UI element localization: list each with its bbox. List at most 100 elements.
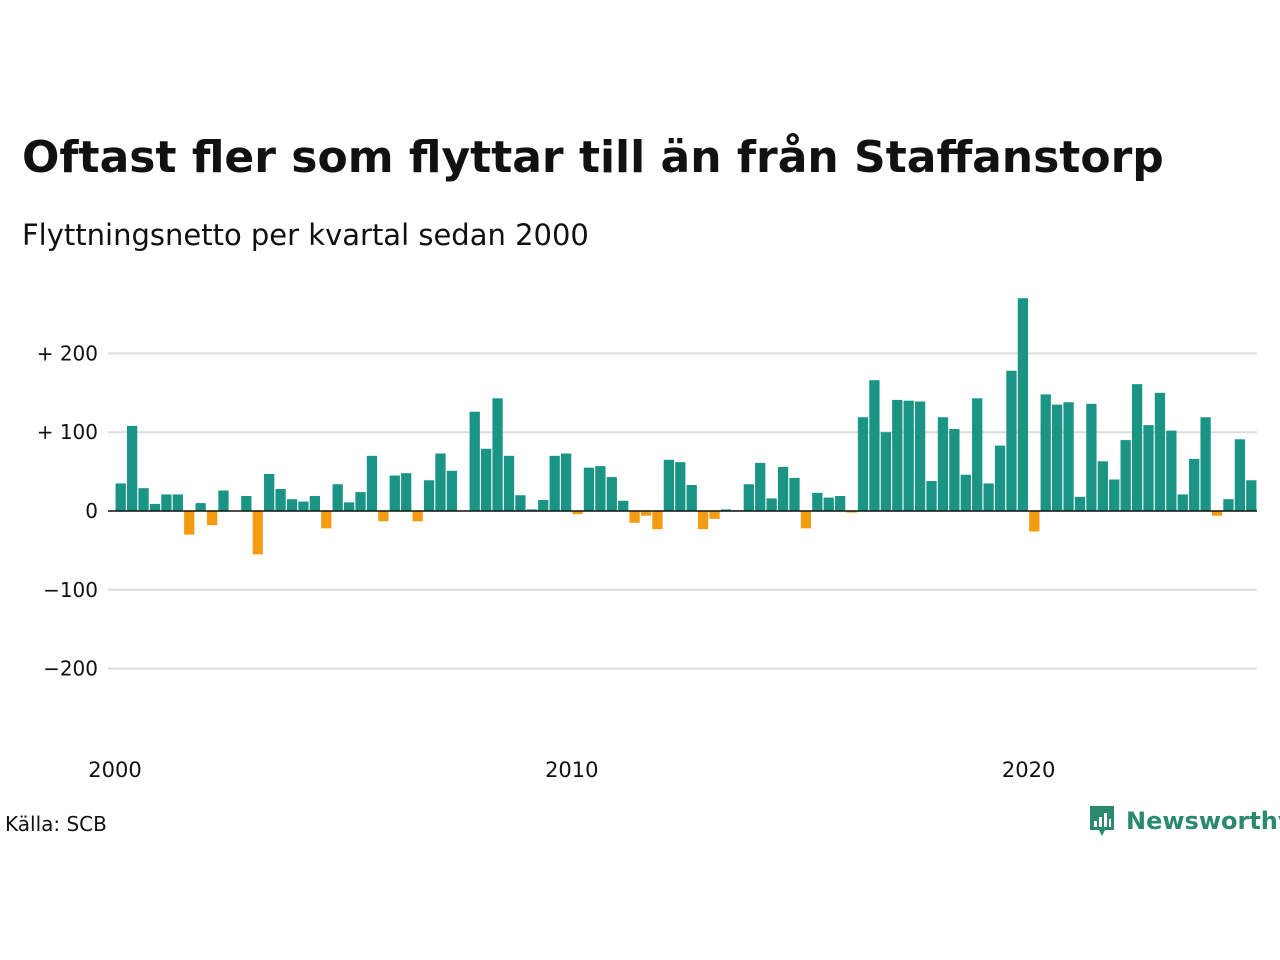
bar xyxy=(709,511,720,519)
bar xyxy=(1131,384,1143,511)
x-tick-label: 2020 xyxy=(1002,758,1055,782)
bar xyxy=(1143,425,1154,511)
brand-name: Newsworthy xyxy=(1126,807,1280,835)
bar xyxy=(686,485,697,511)
newsworthy-icon xyxy=(1090,806,1114,836)
bar xyxy=(846,511,857,513)
bar xyxy=(640,511,652,516)
bar xyxy=(1154,392,1166,511)
bar xyxy=(1086,403,1097,511)
bar xyxy=(835,496,846,511)
bar xyxy=(697,511,709,530)
bar xyxy=(789,477,800,511)
bar xyxy=(549,455,560,511)
bar xyxy=(321,511,332,529)
bar xyxy=(994,445,1006,511)
x-tick-label: 2000 xyxy=(88,758,141,782)
bar xyxy=(492,398,503,511)
bar xyxy=(1029,511,1040,532)
bar xyxy=(195,503,206,511)
bars xyxy=(115,298,1257,555)
bar xyxy=(560,453,572,511)
bar xyxy=(1166,430,1177,511)
bar xyxy=(572,511,583,515)
bar xyxy=(1063,402,1074,511)
bar xyxy=(115,483,126,511)
bar xyxy=(583,467,595,511)
bar xyxy=(1177,494,1188,511)
bar xyxy=(172,494,183,511)
bar xyxy=(755,462,766,511)
bar xyxy=(481,448,492,511)
y-tick-label: + 200 xyxy=(37,341,98,365)
bar xyxy=(126,425,138,511)
bar xyxy=(983,483,994,511)
bar xyxy=(720,509,732,511)
bar xyxy=(777,466,789,511)
bar xyxy=(218,490,229,511)
bar xyxy=(526,509,537,511)
y-tick-label: −200 xyxy=(43,657,98,681)
bar xyxy=(503,455,515,511)
bar xyxy=(252,511,263,555)
bar xyxy=(423,480,435,511)
bar xyxy=(275,488,286,511)
bar xyxy=(880,432,891,511)
bar xyxy=(343,502,355,511)
bar xyxy=(595,466,606,511)
bar xyxy=(412,511,423,522)
x-axis-ticks: 2000 2010 2020 xyxy=(88,758,1055,782)
bar xyxy=(366,455,378,511)
bar xyxy=(309,496,320,511)
bar xyxy=(1234,439,1246,511)
bar xyxy=(800,511,812,529)
bar xyxy=(446,470,458,511)
brand-logo[interactable]: Newsworthy xyxy=(1088,804,1280,838)
bar xyxy=(241,496,252,511)
bar xyxy=(355,492,366,511)
bar xyxy=(149,503,161,511)
bar xyxy=(1052,404,1063,511)
y-axis-ticks: + 200 + 100 0 −100 −200 xyxy=(37,341,98,680)
bar xyxy=(332,484,343,511)
bar xyxy=(1200,417,1211,511)
bar xyxy=(629,511,640,523)
bar xyxy=(401,473,412,511)
chart-subtitle: Flyttningsnetto per kvartal sedan 2000 xyxy=(22,218,589,252)
bar xyxy=(857,417,869,511)
bar xyxy=(926,481,937,511)
bar xyxy=(903,400,914,511)
bar xyxy=(515,495,526,511)
bar xyxy=(937,417,949,511)
bar xyxy=(766,498,777,511)
bar xyxy=(1120,440,1131,511)
bar xyxy=(663,459,675,511)
bar xyxy=(206,511,218,526)
bar xyxy=(606,477,617,511)
bar xyxy=(435,453,446,511)
bar xyxy=(1017,298,1029,511)
bar xyxy=(264,473,275,511)
bar xyxy=(1109,479,1120,511)
bar xyxy=(298,501,309,511)
bar xyxy=(138,488,149,511)
bar xyxy=(675,462,686,511)
bar xyxy=(1040,394,1051,511)
bar xyxy=(161,494,172,511)
bar xyxy=(743,484,754,511)
bar xyxy=(1211,511,1223,516)
y-tick-label: −100 xyxy=(43,578,98,602)
bar xyxy=(184,511,195,535)
y-tick-label: 0 xyxy=(85,499,98,523)
bar xyxy=(538,499,549,511)
bar xyxy=(652,511,663,530)
bar xyxy=(618,500,629,511)
bar xyxy=(378,511,389,522)
y-tick-label: + 100 xyxy=(37,420,98,444)
source-note: Källa: SCB xyxy=(5,812,107,836)
bar xyxy=(972,398,983,511)
bar xyxy=(823,497,834,511)
bar xyxy=(1074,496,1086,511)
bar xyxy=(869,380,880,511)
